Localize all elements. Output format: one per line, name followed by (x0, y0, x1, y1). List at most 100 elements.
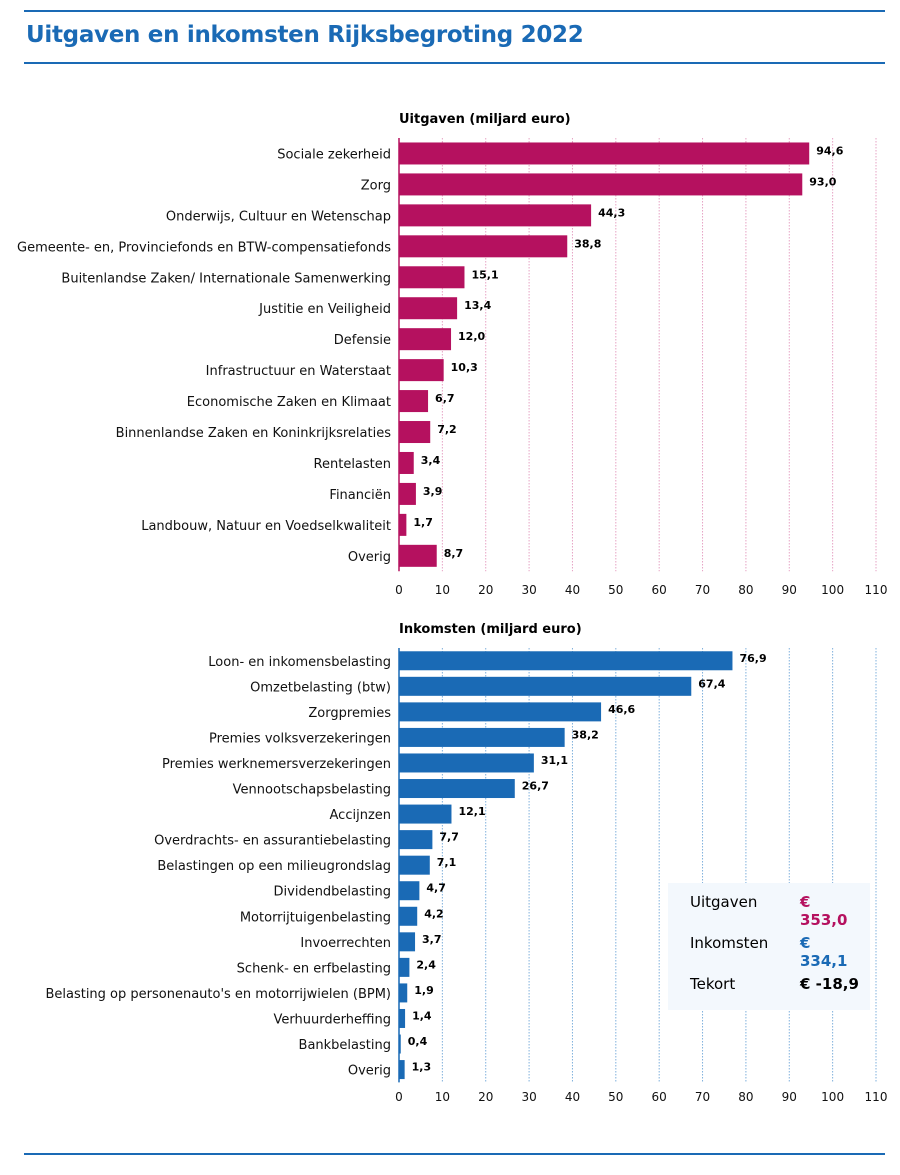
inkomsten-value-label: 7,7 (439, 831, 459, 844)
inkomsten-value-label: 31,1 (541, 754, 568, 767)
uitgaven-bar (399, 390, 429, 413)
uitgaven-bar (399, 328, 452, 351)
inkomsten-category-label: Dividendbelasting (274, 885, 391, 900)
uitgaven-tick-label: 40 (565, 583, 580, 597)
uitgaven-category-label: Binnenlandse Zaken en Koninkrijksrelatie… (116, 426, 392, 441)
inkomsten-value-label: 76,9 (739, 652, 766, 665)
uitgaven-value-label: 44,3 (598, 206, 625, 219)
uitgaven-bar (399, 235, 568, 258)
uitgaven-value-label: 15,1 (471, 268, 498, 281)
uitgaven-category-label: Defensie (334, 333, 391, 348)
summary-value: € -18,9 (800, 975, 859, 993)
inkomsten-bar (399, 676, 692, 696)
uitgaven-tick-label: 50 (608, 583, 623, 597)
inkomsten-value-label: 2,4 (416, 958, 436, 971)
inkomsten-bar (399, 983, 408, 1003)
page-title: Uitgaven en inkomsten Rijksbegroting 202… (26, 22, 584, 48)
inkomsten-category-label: Belastingen op een milieugrondslag (157, 859, 391, 874)
uitgaven-bar (399, 297, 458, 320)
uitgaven-tick-label: 20 (478, 583, 493, 597)
inkomsten-bar (399, 957, 410, 977)
uitgaven-category-label: Zorg (361, 178, 391, 193)
inkomsten-value-label: 1,3 (412, 1061, 432, 1074)
uitgaven-bar (399, 451, 414, 474)
summary-row-tekort: Tekort € -18,9 (690, 975, 860, 995)
uitgaven-category-label: Rentelasten (314, 457, 391, 472)
inkomsten-category-label: Omzetbelasting (btw) (250, 680, 391, 695)
inkomsten-tick-label: 100 (821, 1090, 844, 1104)
uitgaven-category-label: Infrastructuur en Waterstaat (206, 364, 391, 379)
inkomsten-tick-label: 60 (652, 1090, 667, 1104)
inkomsten-value-label: 4,2 (424, 907, 444, 920)
inkomsten-bar (399, 1060, 405, 1080)
inkomsten-category-label: Belasting op personenauto's en motorrijw… (45, 987, 391, 1002)
inkomsten-bar (399, 1034, 401, 1054)
uitgaven-category-label: Sociale zekerheid (277, 147, 391, 162)
inkomsten-value-label: 3,7 (422, 933, 442, 946)
summary-row-inkomsten: Inkomsten € 334,1 (690, 934, 860, 970)
inkomsten-category-label: Vennootschapsbelasting (233, 783, 391, 798)
inkomsten-bar (399, 702, 602, 722)
uitgaven-bar (399, 359, 444, 382)
inkomsten-category-label: Zorgpremies (308, 706, 391, 721)
uitgaven-tick-label: 100 (821, 583, 844, 597)
inkomsten-value-label: 0,4 (408, 1035, 428, 1048)
inkomsten-category-label: Motorrijtuigenbelasting (240, 910, 391, 925)
uitgaven-tick-label: 10 (435, 583, 450, 597)
uitgaven-bar (399, 421, 431, 444)
inkomsten-tick-label: 0 (395, 1090, 403, 1104)
inkomsten-bar (399, 932, 416, 952)
inkomsten-bar (399, 1008, 406, 1028)
uitgaven-value-label: 6,7 (435, 392, 455, 405)
inkomsten-bar (399, 855, 430, 875)
summary-label: Tekort (690, 975, 736, 993)
inkomsten-tick-label: 30 (521, 1090, 536, 1104)
inkomsten-value-label: 7,1 (437, 856, 457, 869)
uitgaven-bar (399, 513, 407, 536)
inkomsten-tick-label: 40 (565, 1090, 580, 1104)
uitgaven-chart-title: Uitgaven (miljard euro) (399, 112, 571, 127)
uitgaven-category-label: Landbouw, Natuur en Voedselkwaliteit (141, 519, 391, 534)
inkomsten-category-label: Loon- en inkomensbelasting (208, 655, 391, 670)
uitgaven-tick-label: 80 (738, 583, 753, 597)
inkomsten-bar (399, 779, 515, 799)
inkomsten-tick-label: 10 (435, 1090, 450, 1104)
uitgaven-value-label: 13,4 (464, 299, 491, 312)
summary-box: Uitgaven € 353,0 Inkomsten € 334,1 Tekor… (668, 883, 870, 1010)
inkomsten-tick-label: 70 (695, 1090, 710, 1104)
bottom-rule (24, 1153, 885, 1155)
uitgaven-value-label: 10,3 (451, 361, 478, 374)
inkomsten-tick-label: 50 (608, 1090, 623, 1104)
uitgaven-value-label: 1,7 (413, 516, 433, 529)
inkomsten-value-label: 1,9 (414, 984, 434, 997)
uitgaven-value-label: 8,7 (444, 547, 464, 560)
uitgaven-value-label: 93,0 (809, 175, 836, 188)
inkomsten-category-label: Verhuurderheffing (274, 1012, 392, 1027)
inkomsten-value-label: 67,4 (698, 677, 725, 690)
inkomsten-category-label: Accijnzen (330, 808, 391, 823)
inkomsten-bar (399, 804, 452, 824)
inkomsten-tick-label: 80 (738, 1090, 753, 1104)
summary-value: € 353,0 (800, 893, 848, 929)
uitgaven-category-label: Overig (348, 550, 391, 565)
uitgaven-value-label: 38,8 (574, 237, 601, 250)
inkomsten-value-label: 46,6 (608, 703, 635, 716)
uitgaven-category-label: Gemeente- en, Provinciefonds en BTW-comp… (17, 240, 391, 255)
uitgaven-category-label: Justitie en Veiligheid (258, 302, 391, 317)
inkomsten-value-label: 4,7 (426, 882, 446, 895)
inkomsten-category-label: Invoerrechten (300, 936, 391, 951)
uitgaven-value-label: 7,2 (437, 423, 457, 436)
uitgaven-tick-label: 70 (695, 583, 710, 597)
inkomsten-bar (399, 727, 565, 747)
inkomsten-value-label: 26,7 (522, 780, 549, 793)
uitgaven-bar (399, 266, 465, 289)
inkomsten-value-label: 38,2 (572, 728, 599, 741)
inkomsten-category-label: Overig (348, 1064, 391, 1079)
summary-row-uitgaven: Uitgaven € 353,0 (690, 893, 860, 929)
inkomsten-bar (399, 830, 433, 850)
inkomsten-category-label: Overdrachts- en assurantiebelasting (154, 834, 391, 849)
uitgaven-category-label: Financiën (329, 488, 391, 503)
summary-value: € 334,1 (800, 934, 848, 970)
uitgaven-value-label: 94,6 (816, 144, 843, 157)
